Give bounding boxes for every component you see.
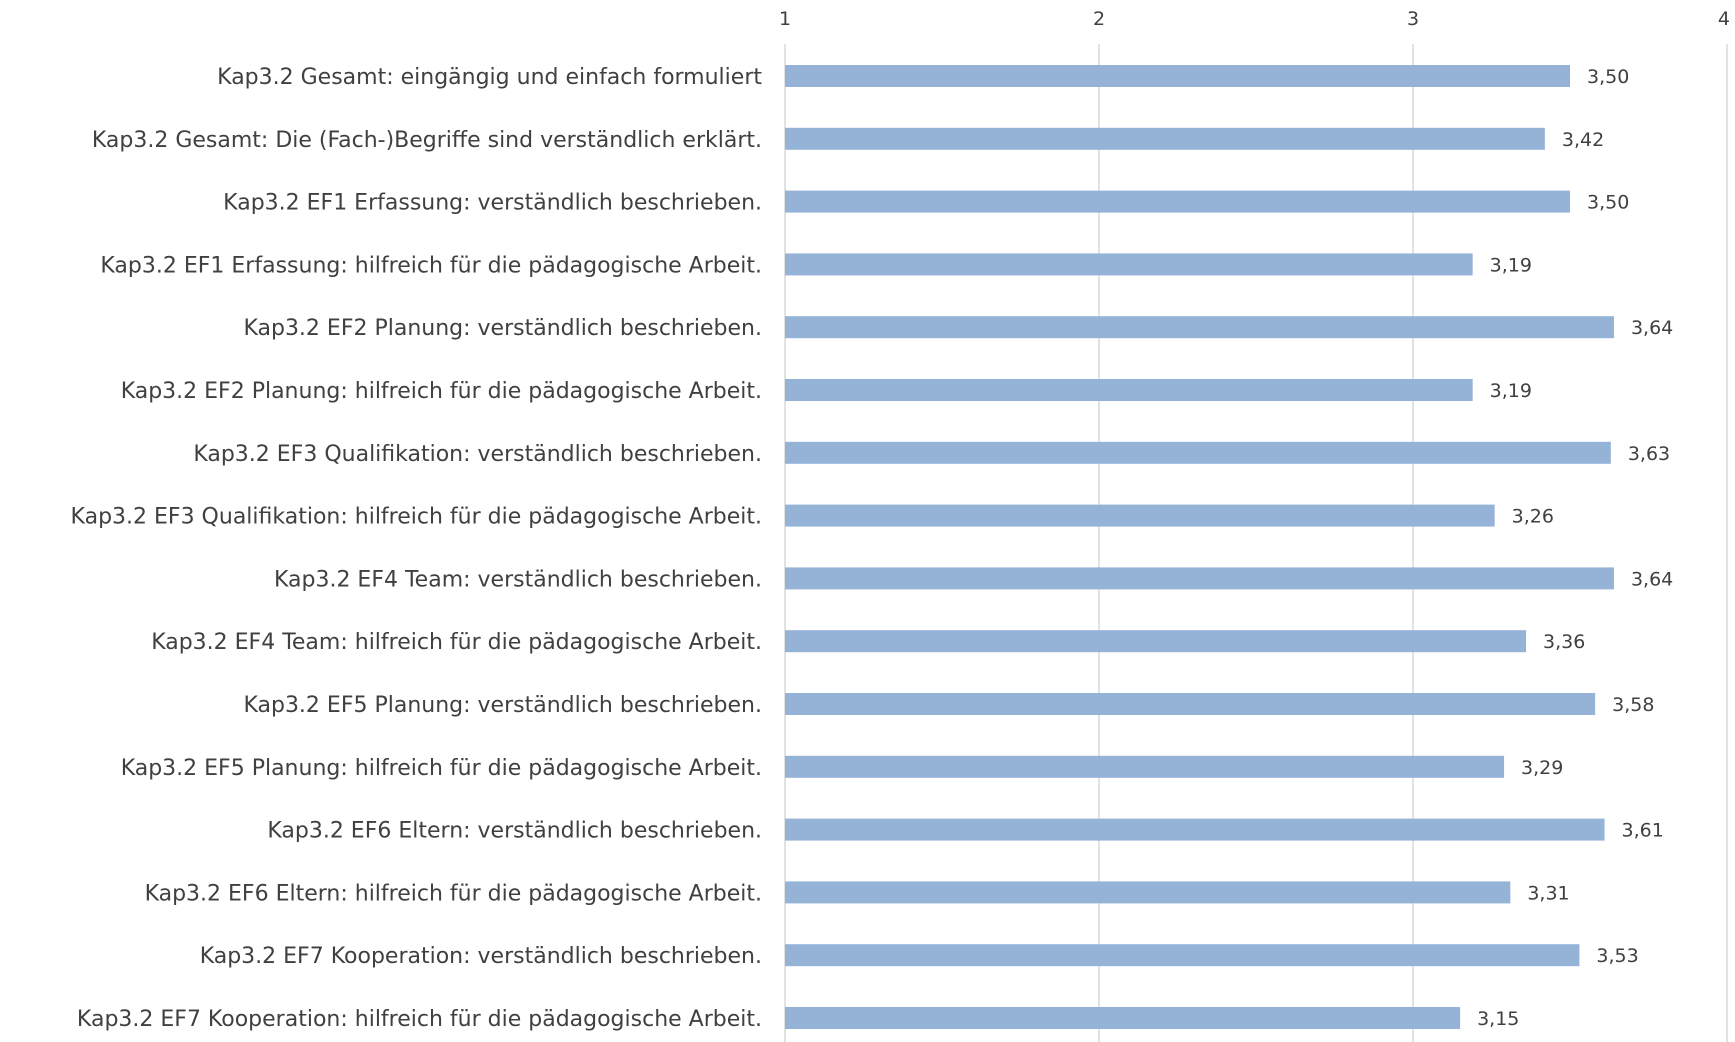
bar <box>785 881 1511 904</box>
bars <box>785 65 1614 1029</box>
category-label: Kap3.2 EF6 Eltern: verständlich beschrie… <box>267 819 762 844</box>
x-tick-label: 4 <box>1718 8 1730 30</box>
category-label: Kap3.2 EF4 Team: verständlich beschriebe… <box>274 567 762 592</box>
category-label: Kap3.2 Gesamt: eingängig und einfach for… <box>217 65 762 90</box>
x-tick-label: 3 <box>1407 8 1419 30</box>
category-label: Kap3.2 EF2 Planung: hilfreich für die pä… <box>121 379 762 404</box>
bar <box>785 567 1614 590</box>
data-label: 3,63 <box>1628 443 1670 465</box>
bar <box>785 253 1473 276</box>
category-label: Kap3.2 EF2 Planung: verständlich beschri… <box>243 316 762 341</box>
bar <box>785 818 1605 841</box>
category-labels: Kap3.2 Gesamt: eingängig und einfach for… <box>71 65 763 1032</box>
category-label: Kap3.2 EF7 Kooperation: verständlich bes… <box>200 944 762 969</box>
bar <box>785 65 1570 87</box>
bar <box>785 504 1495 527</box>
bar <box>785 127 1545 150</box>
x-axis-ticks: 1 2 3 4 <box>779 8 1730 30</box>
bar <box>785 441 1611 464</box>
data-label: 3,19 <box>1490 254 1532 276</box>
category-label: Kap3.2 EF7 Kooperation: hilfreich für di… <box>77 1007 762 1032</box>
category-label: Kap3.2 EF3 Qualifikation: verständlich b… <box>193 442 762 467</box>
data-label: 3,15 <box>1477 1008 1519 1030</box>
bar <box>785 316 1614 339</box>
bar <box>785 379 1473 401</box>
data-label: 3,19 <box>1490 380 1532 402</box>
bar <box>785 190 1570 213</box>
data-label: 3,58 <box>1612 694 1654 716</box>
data-labels: 3,50 3,42 3,50 3,19 3,64 3,19 3,63 3,26 3,64 3,36… <box>1477 66 1673 1030</box>
bar <box>785 630 1527 653</box>
data-label: 3,61 <box>1622 820 1664 842</box>
data-label: 3,50 <box>1587 66 1629 88</box>
x-tick-label: 1 <box>779 8 791 30</box>
data-label: 3,31 <box>1527 882 1569 904</box>
data-label: 3,36 <box>1543 631 1585 653</box>
bar <box>785 1007 1461 1029</box>
bar <box>785 693 1596 715</box>
category-label: Kap3.2 EF1 Erfassung: verständlich besch… <box>223 191 762 216</box>
data-label: 3,26 <box>1512 506 1554 528</box>
data-label: 3,42 <box>1562 129 1604 151</box>
data-label: 3,53 <box>1596 945 1638 967</box>
data-label: 3,64 <box>1631 317 1673 339</box>
category-label: Kap3.2 Gesamt: Die (Fach-)Begriffe sind … <box>92 128 762 153</box>
category-label: Kap3.2 EF5 Planung: hilfreich für die pä… <box>121 756 762 781</box>
bar <box>785 944 1580 967</box>
x-tick-label: 2 <box>1093 8 1105 30</box>
bar <box>785 755 1505 778</box>
data-label: 3,50 <box>1587 192 1629 214</box>
category-label: Kap3.2 EF1 Erfassung: hilfreich für die … <box>100 253 762 278</box>
data-label: 3,29 <box>1521 757 1563 779</box>
category-label: Kap3.2 EF4 Team: hilfreich für die pädag… <box>151 630 762 655</box>
category-label: Kap3.2 EF6 Eltern: hilfreich für die päd… <box>145 881 762 906</box>
data-label: 3,64 <box>1631 568 1673 590</box>
category-label: Kap3.2 EF3 Qualifikation: hilfreich für … <box>71 505 762 530</box>
category-label: Kap3.2 EF5 Planung: verständlich beschri… <box>243 693 762 718</box>
